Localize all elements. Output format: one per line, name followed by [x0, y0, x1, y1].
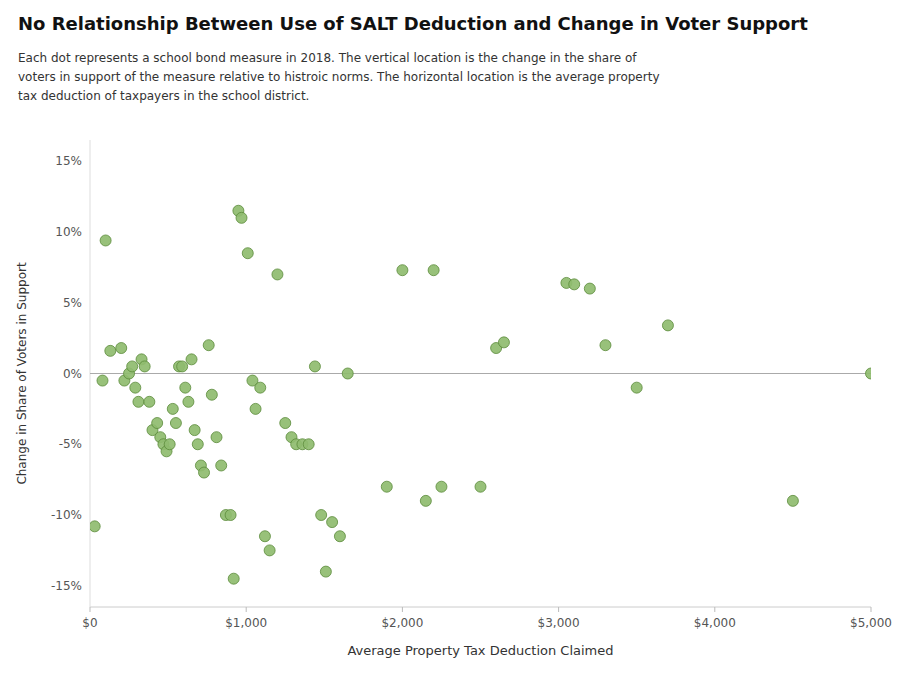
point — [211, 432, 222, 443]
point — [105, 345, 116, 356]
point — [600, 340, 611, 351]
point — [436, 481, 447, 492]
point — [303, 439, 314, 450]
point — [170, 418, 181, 429]
y-tick-label: 15% — [55, 154, 82, 168]
point — [327, 517, 338, 528]
point — [397, 265, 408, 276]
points — [90, 205, 871, 584]
point — [180, 382, 191, 393]
x-tick — [246, 607, 247, 612]
y-tick-label: 5% — [63, 296, 82, 310]
subtitle-line: Each dot represents a school bond measur… — [18, 51, 637, 65]
y-tick-label: 0% — [63, 367, 82, 381]
x-tick — [871, 607, 872, 612]
x-axis-label: Average Property Tax Deduction Claimed — [347, 643, 613, 658]
point — [255, 382, 266, 393]
point — [192, 439, 203, 450]
point — [475, 481, 486, 492]
title: No Relationship Between Use of SALT Dedu… — [18, 13, 808, 34]
point — [334, 531, 345, 542]
point — [97, 375, 108, 386]
point — [866, 368, 872, 379]
x-tick-label: $5,000 — [850, 616, 892, 630]
y-tick-label: -10% — [51, 508, 82, 522]
point — [272, 269, 283, 280]
x-tick-label: $4,000 — [694, 616, 736, 630]
point — [280, 418, 291, 429]
subtitle-line: tax deduction of taxpayers in the school… — [18, 89, 309, 103]
y-tick-label: 10% — [55, 225, 82, 239]
x-tick-label: $3,000 — [538, 616, 580, 630]
point — [242, 248, 253, 259]
zero-line — [90, 373, 871, 374]
point — [381, 481, 392, 492]
point — [428, 265, 439, 276]
point — [309, 361, 320, 372]
point — [183, 396, 194, 407]
y-axis-label: Change in Share of Voters in Support — [15, 262, 29, 485]
point — [225, 510, 236, 521]
point — [186, 354, 197, 365]
y-tick-label: -15% — [51, 579, 82, 593]
point — [199, 467, 210, 478]
x-tick — [714, 607, 715, 612]
point — [203, 340, 214, 351]
point — [236, 212, 247, 223]
point — [420, 495, 431, 506]
x-tick-label: $1,000 — [225, 616, 267, 630]
x-tick — [90, 607, 91, 612]
point — [177, 361, 188, 372]
point — [787, 495, 798, 506]
point — [133, 396, 144, 407]
point — [250, 403, 261, 414]
point — [130, 382, 141, 393]
point — [152, 418, 163, 429]
point — [127, 361, 138, 372]
point — [569, 279, 580, 290]
point — [264, 545, 275, 556]
x-tick-label: $0 — [82, 616, 97, 630]
subtitle: Each dot represents a school bond measur… — [18, 51, 660, 103]
point — [342, 368, 353, 379]
point — [584, 283, 595, 294]
point — [100, 235, 111, 246]
point — [90, 521, 100, 532]
point — [164, 439, 175, 450]
point — [259, 531, 270, 542]
x-axis-line — [90, 607, 871, 608]
chart: No Relationship Between Use of SALT Dedu… — [0, 0, 901, 677]
x-ticks: $0 $1,000 $2,000 $3,000 $4,000 $5,000 — [82, 607, 892, 630]
x-tick-label: $2,000 — [381, 616, 423, 630]
point — [206, 389, 217, 400]
point — [189, 425, 200, 436]
x-tick — [402, 607, 403, 612]
point — [320, 566, 331, 577]
point — [316, 510, 327, 521]
point — [167, 403, 178, 414]
point — [662, 320, 673, 331]
point — [116, 343, 127, 354]
point — [631, 382, 642, 393]
point — [144, 396, 155, 407]
y-ticks: -15% -10% -5% 0% 5% 10% 15% — [51, 154, 871, 593]
point — [139, 361, 150, 372]
x-tick — [558, 607, 559, 612]
subtitle-line: voters in support of the measure relativ… — [18, 70, 660, 84]
point — [228, 573, 239, 584]
point — [216, 460, 227, 471]
point — [498, 337, 509, 348]
y-tick-label: -5% — [59, 437, 82, 451]
